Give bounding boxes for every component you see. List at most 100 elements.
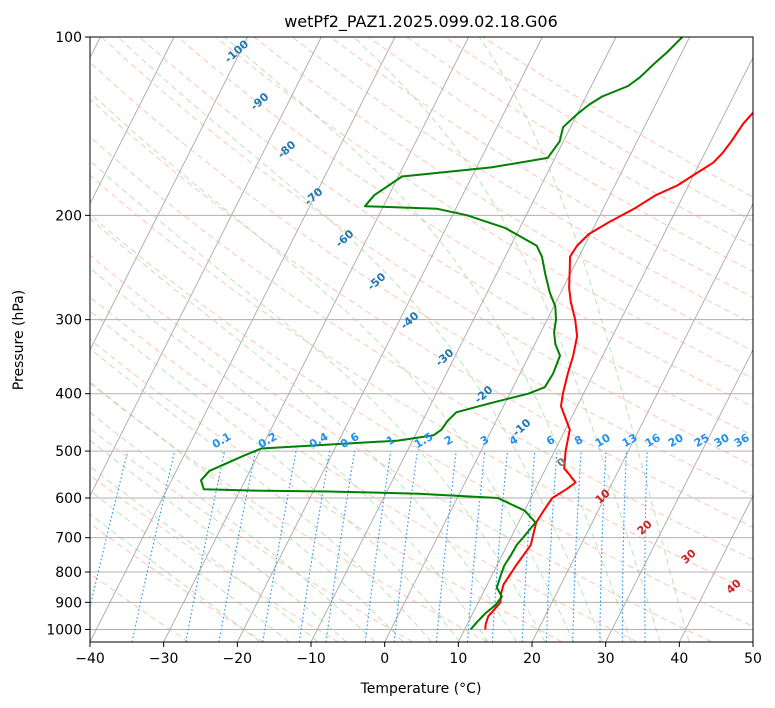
mixing-ratio-line [435,451,457,642]
dry-adiabat-line [139,37,753,437]
dry-adiabat-label: -80 [275,138,299,161]
y-tick-label: 400 [55,387,82,403]
mixing-ratio-label: 6 [544,433,557,448]
dry-adiabat-line [90,522,264,642]
moist-adiabat-line [90,439,347,642]
mixing-ratio-label: 16 [643,431,663,450]
isotherm-line [605,348,753,642]
mixing-ratio-line [466,451,486,642]
isotherm-line [752,641,753,642]
dry-adiabat-line [215,37,753,380]
dry-adiabat-line [253,37,753,352]
isotherm-label: 40 [724,576,744,596]
isotherm-line [163,37,470,642]
x-tick-label: 20 [523,651,541,667]
mixing-ratio-line [131,450,176,642]
y-tick-label: 1000 [46,622,82,638]
dry-adiabat-line [90,382,488,642]
isotherm-line [90,37,396,642]
mixing-ratio-line [218,450,256,642]
dry-adiabat-label: -40 [398,309,422,332]
plot-background [90,36,753,630]
y-tick-label: 800 [55,565,82,581]
dry-adiabat-line [90,338,563,642]
x-tick-label: 40 [670,651,688,667]
moist-adiabat-line [90,91,575,642]
y-tick-label: 500 [55,444,82,460]
y-tick-label: 100 [55,30,82,46]
plot-area [90,37,753,642]
dry-adiabat-line [406,37,753,247]
moist-adiabat-line [90,160,546,642]
dry-adiabat-line [100,37,753,467]
moist-adiabat-line [90,465,319,642]
dry-adiabat-line [90,98,753,528]
temperature-line [484,111,753,630]
x-tick-label: −30 [149,651,179,667]
mixing-ratio-label: 0.4 [307,430,331,451]
dry-adiabat-label: -60 [333,227,357,250]
y-axis-label: Pressure (hPa) [11,290,27,390]
isotherm-line [236,37,543,642]
x-tick-label: 30 [597,651,615,667]
dry-adiabat-line [90,174,753,594]
dry-adiabat-line [90,214,753,628]
moist-adiabat-line [224,37,632,642]
isotherm-label: 20 [635,517,655,537]
y-tick-label: 700 [55,531,82,547]
y-axis-ticks: 100 200 300 400 500 600 700 800 900 1000 [46,30,90,638]
dry-adiabat-label: -100 [222,37,251,65]
dry-adiabat-label: -90 [248,90,272,113]
mixing-ratio-label: 2 [442,433,455,448]
dry-adiabat-line [90,296,638,642]
x-axis-label: Temperature (°C) [360,681,482,697]
isotherm-line [457,56,753,642]
mixing-ratio-line [621,451,627,642]
dry-adiabat-line [329,37,753,298]
moist-adiabat-line [90,217,517,642]
x-tick-label: 50 [744,651,762,667]
isotherm-line [90,37,249,351]
mixing-ratio-line [545,451,558,642]
plot-frame [89,36,754,643]
dewpoint-line [200,37,684,631]
mixing-ratio-line [364,451,392,642]
mixing-ratio-label: 25 [692,431,712,450]
moist-adiabat-line [478,37,690,642]
isotherm-line [90,37,175,205]
isotherm-label: 30 [679,546,699,566]
dry-adiabat-line [90,136,753,561]
dry-adiabat-line [291,37,753,325]
dry-adiabat-line [90,254,712,642]
y-tick-label: 200 [55,208,82,224]
dry-adiabat-line [90,572,190,642]
isotherm-line [90,37,322,497]
dry-adiabat-line [368,37,753,273]
chart-title: wetPf2_PAZ1.2025.099.02.18.G06 [284,12,558,32]
mixing-ratio-line [298,451,331,642]
x-tick-label: −20 [223,651,253,667]
moist-adiabat-line [117,37,603,642]
mixing-ratio-label: 20 [666,431,686,450]
x-tick-label: −10 [296,651,326,667]
moist-adiabat-line [90,411,376,642]
mixing-ratio-label: 10 [593,431,613,450]
mixing-ratio-line [325,451,356,642]
moist-adiabat-line [90,490,290,642]
dry-adiabat-line [90,427,414,642]
x-tick-label: 0 [380,651,389,667]
dry-adiabat-label: -70 [302,185,326,208]
isotherm-line [678,494,753,642]
dry-adiabat-line [90,474,339,642]
mixing-ratio-label: 36 [732,431,752,450]
y-tick-label: 900 [55,595,82,611]
y-tick-label: 300 [55,313,82,329]
mixing-ratio-line [599,451,607,642]
mixing-ratio-label: 0.6 [338,430,362,451]
x-tick-label: −40 [75,651,105,667]
mixing-ratio-line [491,451,509,642]
mixing-ratio-label: 1.5 [412,430,435,451]
dry-adiabat-line [90,61,753,497]
isotherm-label: 10 [593,486,613,506]
